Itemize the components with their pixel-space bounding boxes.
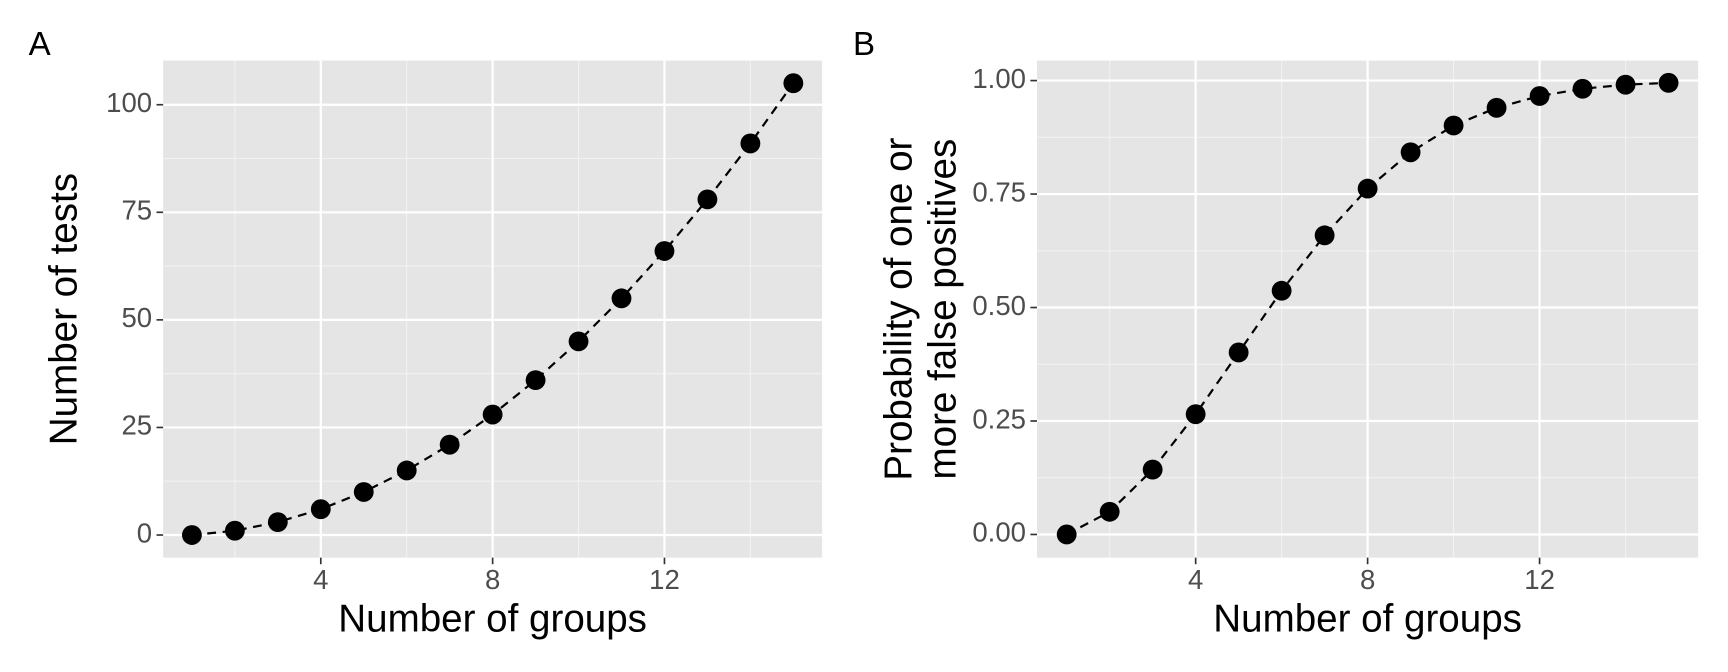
y-tick-label: 0.75 [972, 176, 1026, 207]
point [439, 434, 460, 455]
panel-label: B [853, 26, 875, 63]
point [783, 73, 804, 94]
point [697, 189, 718, 210]
point [525, 370, 546, 391]
x-axis-title: Number of groups [338, 598, 647, 641]
y-axis-title: Number of tests [42, 173, 85, 445]
panel-label: A [29, 26, 51, 63]
point [1185, 404, 1206, 425]
y-tick-label: 1.00 [972, 63, 1026, 94]
x-tick-label: 4 [313, 564, 328, 595]
point [611, 288, 632, 309]
point [396, 460, 417, 481]
point [181, 525, 202, 545]
y-tick-label: 0.25 [972, 403, 1026, 434]
point [1400, 142, 1421, 163]
point [1443, 115, 1464, 136]
x-tick-label: 12 [1524, 564, 1555, 595]
y-tick-label: 75 [121, 195, 152, 226]
y-axis-title: Probability of one or [878, 137, 921, 480]
x-tick-label: 4 [1188, 564, 1203, 595]
x-axis-title: Number of groups [1213, 598, 1522, 641]
point [224, 520, 245, 541]
point [482, 404, 503, 425]
point [1529, 86, 1550, 106]
point [1357, 178, 1378, 199]
y-tick-label: 0.50 [972, 290, 1026, 321]
point [1314, 225, 1335, 246]
point [1615, 74, 1636, 95]
point [1056, 524, 1077, 545]
point [1572, 78, 1593, 99]
y-axis-title: more false positives [922, 139, 965, 480]
y-tick-label: 0.00 [972, 517, 1026, 548]
point [1228, 342, 1249, 363]
point [1099, 501, 1120, 522]
y-tick-label: 50 [121, 302, 152, 333]
x-tick-label: 12 [649, 564, 680, 595]
point [1486, 97, 1507, 118]
point [1658, 72, 1679, 93]
point [568, 331, 589, 352]
y-tick-label: 25 [121, 410, 152, 441]
x-tick-label: 8 [485, 564, 500, 595]
point [740, 133, 761, 154]
point [654, 241, 675, 261]
x-tick-label: 8 [1360, 564, 1375, 595]
point [267, 512, 288, 533]
point [310, 499, 331, 520]
y-tick-label: 100 [106, 87, 152, 118]
point [1271, 280, 1292, 301]
point [353, 482, 374, 502]
point [1142, 459, 1163, 480]
y-tick-label: 0 [137, 517, 152, 548]
